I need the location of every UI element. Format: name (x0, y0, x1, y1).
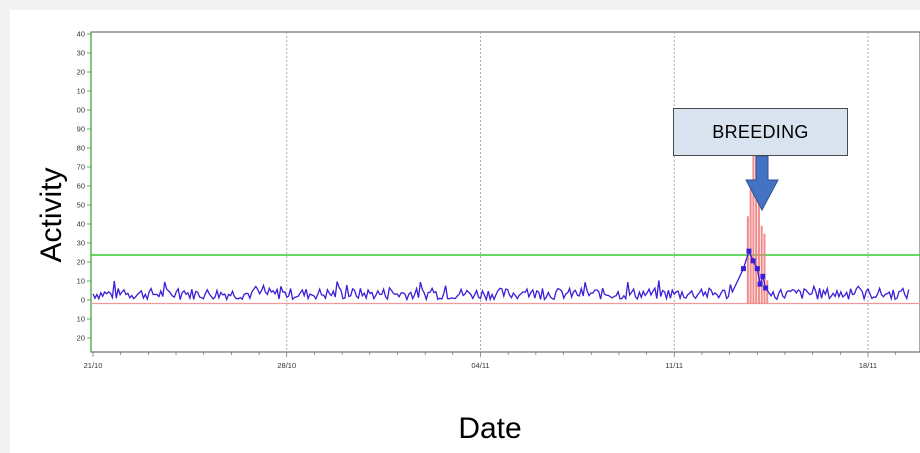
y-tick-label: 80 (77, 144, 85, 153)
y-tick-label: 20 (77, 68, 85, 77)
y-tick-label: 70 (77, 163, 85, 172)
y-tick-label: 40 (77, 30, 85, 39)
y-tick-label: 10 (77, 277, 85, 286)
y-tick-label: 40 (77, 220, 85, 229)
activity-bar (746, 216, 749, 304)
activity-bar (766, 280, 769, 304)
breeding-callout: BREEDING (673, 108, 848, 156)
y-tick-label: 20 (77, 258, 85, 267)
y-tick-label: 90 (77, 125, 85, 134)
peak-marker (754, 266, 760, 272)
peak-marker (746, 248, 752, 254)
plot-area (90, 31, 920, 353)
activity-bar (755, 152, 758, 304)
y-axis-label-box: Activity (22, 125, 82, 305)
peak-marker (750, 258, 756, 264)
y-tick-label: 20 (77, 334, 85, 343)
activity-bar (752, 148, 755, 304)
y-tick-label: 0 (81, 296, 85, 305)
activity-bar (757, 196, 760, 304)
x-tick-label: 21/10 (84, 361, 103, 370)
activity-bar (760, 225, 763, 304)
y-tick-label: 60 (77, 182, 85, 191)
down-arrow-icon (745, 155, 779, 212)
breeding-callout-label: BREEDING (712, 121, 809, 142)
peak-marker (760, 273, 766, 279)
x-axis-label: Date (458, 412, 522, 445)
x-tick-label: 04/11 (471, 361, 489, 370)
peak-marker (740, 266, 746, 272)
y-tick-label: 50 (77, 201, 85, 210)
activity-bar (749, 187, 752, 304)
y-axis-label: Activity (35, 167, 68, 263)
y-tick-label: 30 (77, 239, 85, 248)
x-tick-label: 28/10 (277, 361, 296, 370)
activity-line (92, 249, 910, 302)
x-tick-label: 18/11 (859, 361, 877, 370)
y-tick-label: 10 (77, 315, 85, 324)
peak-marker (763, 285, 769, 291)
y-tick-label: 00 (77, 106, 85, 115)
peak-marker (757, 281, 763, 287)
activity-bar (763, 233, 766, 304)
y-tick-label: 10 (77, 87, 85, 96)
y-tick-label: 30 (77, 49, 85, 58)
x-tick-label: 11/11 (665, 361, 683, 370)
